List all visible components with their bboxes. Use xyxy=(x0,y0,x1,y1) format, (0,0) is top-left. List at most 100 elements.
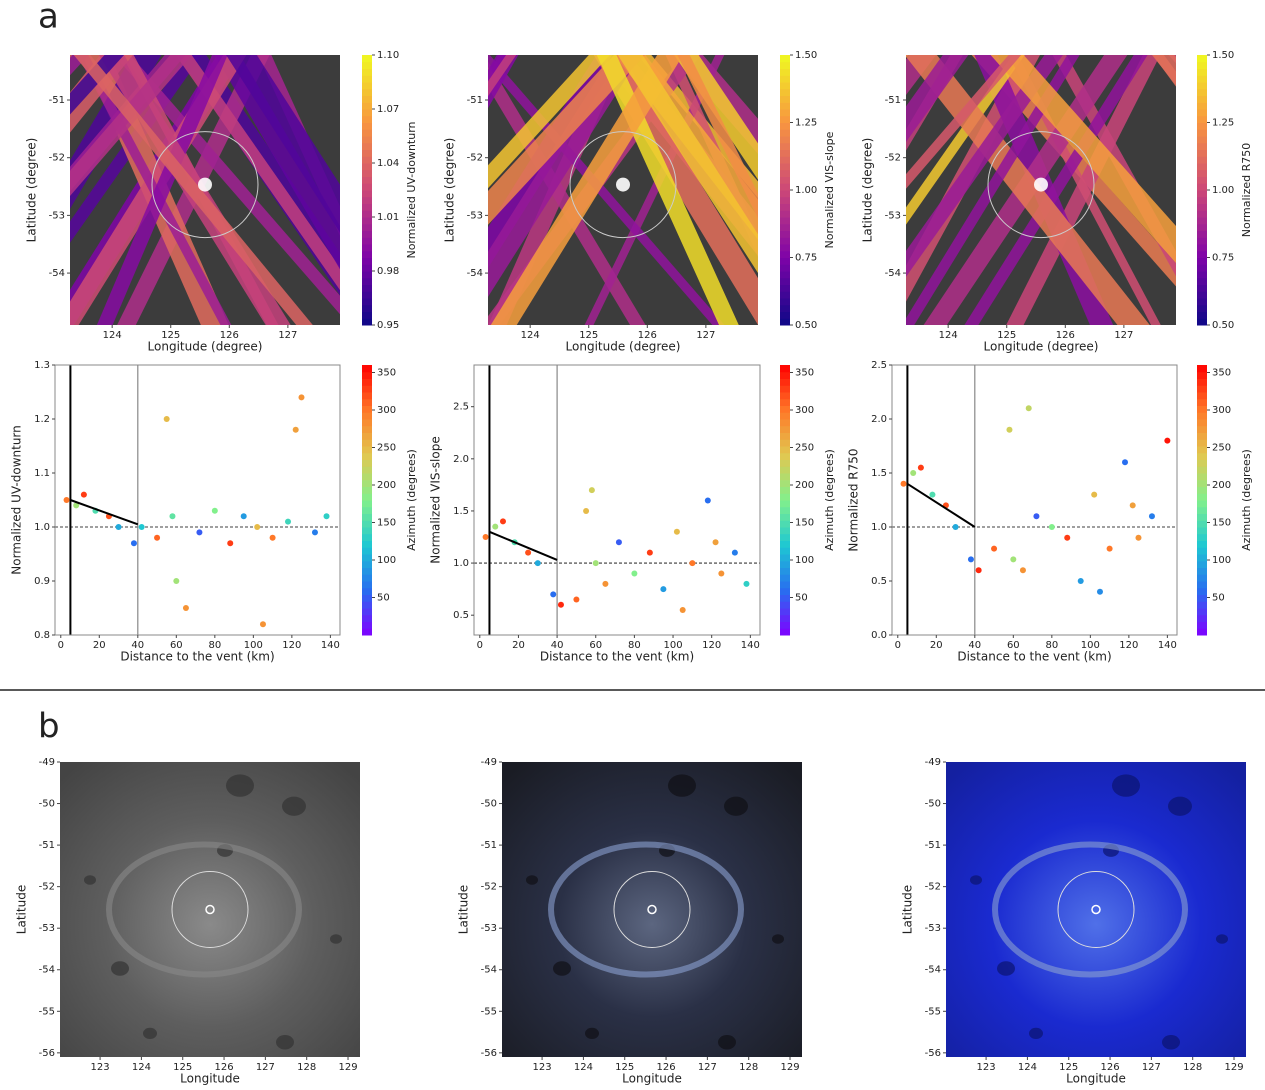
colorbar-step xyxy=(1197,177,1207,184)
colorbar-step xyxy=(780,298,790,305)
crater xyxy=(143,1028,157,1039)
colorbar-step xyxy=(1197,568,1207,575)
colorbar-tick-label: 1.50 xyxy=(1212,50,1234,61)
colorbar-tick-label: 350 xyxy=(377,368,396,379)
colorbar-step xyxy=(362,231,372,238)
colorbar-step xyxy=(362,197,372,204)
colorbar-step xyxy=(362,258,372,265)
x-tick-label: 128 xyxy=(297,1062,316,1073)
colorbar-step xyxy=(1197,460,1207,467)
image-background xyxy=(502,762,802,1057)
crater xyxy=(724,797,748,816)
panel-label: b xyxy=(38,707,60,747)
plot-area xyxy=(946,762,1246,1057)
y-tick-label: -51 xyxy=(49,95,65,106)
colorbar-step xyxy=(1197,258,1207,265)
crater xyxy=(526,875,538,885)
x-tick-label: 120 xyxy=(702,640,721,651)
point xyxy=(573,597,579,603)
colorbar-tick-label: 350 xyxy=(1212,368,1231,379)
point xyxy=(616,539,622,545)
colorbar-step xyxy=(1197,628,1207,635)
y-tick-label: -56 xyxy=(481,1048,497,1059)
y-axis-label: Latitude (degree) xyxy=(443,138,457,243)
x-tick-label: 20 xyxy=(512,640,525,651)
point xyxy=(558,602,564,608)
colorbar-step xyxy=(780,426,790,433)
colorbar-step xyxy=(362,520,372,527)
plot-area xyxy=(60,762,360,1057)
point xyxy=(254,524,260,530)
colorbar-step xyxy=(362,217,372,224)
colorbar-step xyxy=(362,487,372,494)
colorbar-step xyxy=(780,129,790,136)
point xyxy=(1010,556,1016,562)
x-tick-label: 127 xyxy=(1142,1062,1161,1073)
colorbar-tick-label: 150 xyxy=(795,518,814,529)
colorbar-step xyxy=(362,615,372,622)
colorbar-step xyxy=(780,109,790,116)
colorbar-step xyxy=(362,554,372,561)
colorbar-step xyxy=(1197,102,1207,109)
colorbar-step xyxy=(780,183,790,190)
x-tick-label: 20 xyxy=(93,640,106,651)
colorbar-step xyxy=(1197,136,1207,143)
colorbar-step xyxy=(780,581,790,588)
colorbar-step xyxy=(1197,55,1207,62)
colorbar-step xyxy=(1197,170,1207,177)
y-tick-label: -52 xyxy=(481,882,497,893)
colorbar-step xyxy=(780,534,790,541)
colorbar-step xyxy=(362,237,372,244)
colorbar-tick-label: 0.95 xyxy=(377,320,399,331)
colorbar-step xyxy=(362,278,372,285)
colorbar-step xyxy=(1197,285,1207,292)
y-tick-label: -52 xyxy=(925,882,941,893)
colorbar-tick-label: 0.75 xyxy=(1212,253,1234,264)
x-tick-label: 0 xyxy=(477,640,483,651)
colorbar-step xyxy=(1197,385,1207,392)
colorbar-step xyxy=(1197,129,1207,136)
colorbar-tick-label: 0.50 xyxy=(795,320,817,331)
colorbar-step xyxy=(1197,163,1207,170)
colorbar-step xyxy=(362,574,372,581)
y-axis-label: Latitude xyxy=(15,885,29,934)
colorbar-tick-label: 1.50 xyxy=(795,50,817,61)
y-axis-label: Normalized UV-downturn xyxy=(10,425,24,575)
x-tick-label: 140 xyxy=(741,640,760,651)
colorbar-step xyxy=(362,514,372,521)
colorbar-step xyxy=(362,588,372,595)
colorbar-step xyxy=(362,595,372,602)
colorbar-step xyxy=(1197,271,1207,278)
colorbar-step xyxy=(362,581,372,588)
colorbar-label: Azimuth (degrees) xyxy=(823,449,836,551)
colorbar-step xyxy=(362,244,372,251)
colorbar-tick-label: 150 xyxy=(377,518,396,529)
colorbar-step xyxy=(1197,426,1207,433)
colorbar-step xyxy=(362,372,372,379)
colorbar-step xyxy=(1197,534,1207,541)
colorbar-step xyxy=(780,507,790,514)
colorbar-step xyxy=(1197,298,1207,305)
y-tick-label: -54 xyxy=(481,965,497,976)
point xyxy=(1122,459,1128,465)
colorbar-step xyxy=(362,116,372,123)
colorbar-step xyxy=(1197,224,1207,231)
colorbar-step xyxy=(780,433,790,440)
colorbar-tick-label: 1.00 xyxy=(1212,185,1234,196)
point xyxy=(1078,578,1084,584)
colorbar-step xyxy=(362,156,372,163)
y-tick-label: 2.5 xyxy=(453,402,469,413)
colorbar-step xyxy=(1197,109,1207,116)
colorbar-step xyxy=(362,385,372,392)
point xyxy=(1033,513,1039,519)
point xyxy=(953,524,959,530)
point xyxy=(1064,535,1070,541)
colorbar-step xyxy=(362,291,372,298)
colorbar-step xyxy=(1197,372,1207,379)
colorbar-step xyxy=(780,595,790,602)
colorbar-step xyxy=(362,55,372,62)
point xyxy=(1091,492,1097,498)
colorbar-step xyxy=(362,399,372,406)
crater xyxy=(772,934,784,944)
colorbar-step xyxy=(1197,487,1207,494)
